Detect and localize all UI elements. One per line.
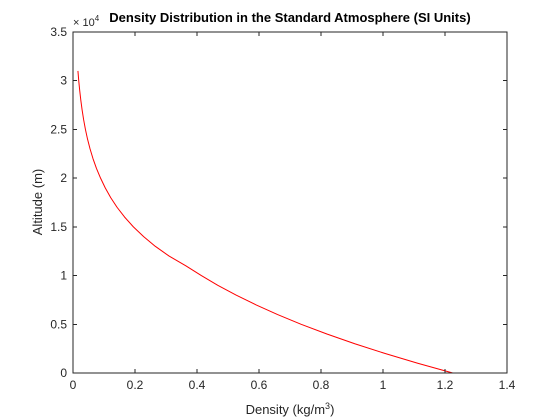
y-tick-label: 1.5 xyxy=(50,220,67,234)
y-axis-label: Altitude (m) xyxy=(30,169,45,235)
x-tick-label: 0.6 xyxy=(251,378,268,392)
plot-background xyxy=(73,32,507,373)
x-tick-label: 0.4 xyxy=(189,378,206,392)
y-tick-label: 0 xyxy=(60,366,67,380)
x-tick-label: 0 xyxy=(70,378,77,392)
axes-layer xyxy=(72,31,508,374)
chart-title: Density Distribution in the Standard Atm… xyxy=(109,10,470,25)
x-axis-label-suffix: ) xyxy=(330,402,334,417)
y-tick-label: 3 xyxy=(60,74,67,88)
series-layer xyxy=(77,70,453,374)
x-tick-label: 0.2 xyxy=(127,378,144,392)
x-ticks: 0 0.2 0.4 0.6 0.8 1 1.2 1.4 xyxy=(70,32,516,392)
y-ticks: 0 0.5 1 1.5 2 2.5 3 3.5 xyxy=(50,25,507,380)
series-line-0 xyxy=(77,70,453,374)
y-tick-label: 1 xyxy=(60,269,67,283)
y-tick-label: 0.5 xyxy=(50,317,67,331)
x-axis-label-superscript: 3 xyxy=(325,401,330,411)
y-tick-label: 2.5 xyxy=(50,122,67,136)
y-tick-label: 3.5 xyxy=(50,25,67,39)
x-tick-label: 1 xyxy=(380,378,387,392)
x-axis-label-main: Density (kg/m xyxy=(246,402,325,417)
x-tick-label: 0.8 xyxy=(313,378,330,392)
x-tick-label: 1.4 xyxy=(499,378,516,392)
x-tick-label: 1.2 xyxy=(437,378,454,392)
y-axis-multiplier: × 104 xyxy=(73,14,100,29)
x-axis-label: Density (kg/m3) xyxy=(246,401,335,417)
y-multiplier-exponent: 4 xyxy=(95,14,100,23)
axes-box xyxy=(72,31,508,374)
y-tick-label: 2 xyxy=(60,171,67,185)
y-multiplier-base: × 10 xyxy=(73,17,95,29)
